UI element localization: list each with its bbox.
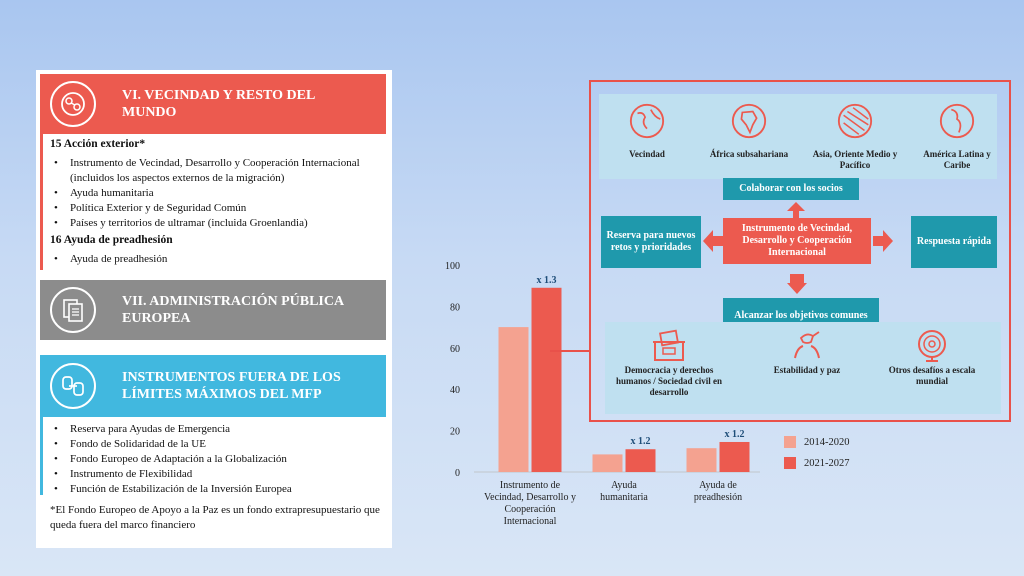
globe-icon: [629, 103, 665, 139]
legend-item: 2021-2027: [784, 457, 850, 469]
heading-fuera-mfp: INSTRUMENTOS FUERA DE LOS LÍMITES MÁXIMO…: [40, 355, 386, 417]
list-item: Instrumento de Vecindad, Desarrollo y Co…: [52, 156, 382, 186]
heading-vecindad-title: VI. VECINDAD Y RESTO DEL MUNDO: [122, 88, 315, 120]
list-item: Política Exterior y de Seguridad Común: [52, 201, 382, 216]
multiplier-label: x 1.2: [631, 436, 651, 447]
bar: [625, 449, 656, 472]
bar: [531, 287, 562, 472]
category-label: Cooperación: [504, 504, 555, 515]
asia-globe-icon: [837, 103, 873, 139]
legend-swatch: [784, 457, 796, 469]
preadhesion-heading: 16 Ayuda de preadhesión: [50, 234, 173, 246]
goal-label: Democracia y derechos humanos / Sociedad…: [615, 365, 723, 397]
bar: [686, 448, 717, 472]
arrow-down-icon: [787, 274, 807, 294]
list-item: Fondo de Solidaridad de la UE: [52, 437, 382, 452]
list-item: Reserva para Ayudas de Emergencia: [52, 422, 382, 437]
y-tick-label: 80: [450, 302, 460, 313]
accion-exterior-heading: 15 Acción exterior*: [50, 138, 146, 150]
y-tick-label: 20: [450, 427, 460, 438]
arrow-left-icon: [703, 230, 723, 252]
colaborar-box: Colaborar con los socios: [723, 178, 859, 200]
bar: [498, 327, 529, 472]
heading-fuera-mfp-title: INSTRUMENTOS FUERA DE LOS LÍMITES MÁXIMO…: [122, 370, 341, 402]
bar: [592, 454, 623, 472]
legend-item: 2014-2020: [784, 436, 850, 448]
maze-globe-icon: [918, 330, 946, 362]
fuera-mfp-list: Reserva para Ayudas de Emergencia Fondo …: [52, 422, 382, 497]
budget-headings-panel: VI. VECINDAD Y RESTO DEL MUNDO 15 Acción…: [36, 70, 392, 548]
region-label: Asia, Oriente Medio y Pacífico: [812, 149, 898, 170]
footnote: *El Fondo Europeo de Apoyo a la Paz es u…: [50, 504, 380, 531]
chain-icon: [50, 363, 96, 409]
blue-accent-line: [40, 417, 43, 495]
regions-box: Vecindad África subsahariana Asia, Orien…: [599, 94, 997, 179]
y-tick-label: 100: [445, 261, 460, 272]
goal-label: Estabilidad y paz: [773, 365, 841, 375]
goal-desafios: Otros desafíos a escala mundial: [877, 328, 987, 387]
connector-line: [550, 350, 590, 352]
y-tick-label: 40: [450, 385, 460, 396]
list-item: Ayuda humanitaria: [52, 186, 382, 201]
category-label: Internacional: [504, 516, 557, 527]
heading-administracion: VII. ADMINISTRACIÓN PÚBLICA EUROPEA: [40, 280, 386, 340]
region-label: América Latina y Caribe: [923, 149, 991, 170]
goal-label: Otros desafíos a escala mundial: [888, 365, 976, 386]
america-globe-icon: [939, 103, 975, 139]
category-label: Ayuda de: [699, 480, 737, 491]
region-asia: Asia, Oriente Medio y Pacífico: [809, 102, 901, 171]
y-tick-label: 0: [455, 468, 460, 479]
goal-democracia: Democracia y derechos humanos / Sociedad…: [609, 328, 729, 398]
funding-bar-chart: 0 20 40 60 80 100 x 1.3 Instrumento deVecindad,…: [445, 261, 760, 527]
legend-swatch: [784, 436, 796, 448]
category-label: Ayuda: [611, 480, 637, 491]
goal-estabilidad: Estabilidad y paz: [757, 328, 857, 376]
list-item: Función de Estabilización de la Inversió…: [52, 482, 382, 497]
heading-vecindad: VI. VECINDAD Y RESTO DEL MUNDO: [40, 74, 386, 134]
africa-globe-icon: [731, 103, 767, 139]
reserva-box: Reserva para nuevos retos y prioridades: [601, 216, 701, 268]
region-label: Vecindad: [629, 149, 665, 159]
bar: [719, 441, 750, 472]
chart-legend: 2014-2020 2021-2027: [784, 436, 850, 478]
region-label: África subsahariana: [709, 149, 789, 159]
preadhesion-list: Ayuda de preadhesión: [52, 252, 382, 267]
y-tick-label: 60: [450, 344, 460, 355]
ballot-box-icon: [653, 329, 685, 361]
respuesta-box: Respuesta rápida: [911, 216, 997, 268]
region-vecindad: Vecindad: [607, 102, 687, 160]
multiplier-label: x 1.3: [537, 275, 557, 286]
documents-icon: [50, 287, 96, 333]
red-accent-line: [40, 134, 43, 270]
category-label: Instrumento de: [500, 480, 561, 491]
world-network-icon: [50, 81, 96, 127]
legend-label: 2014-2020: [804, 436, 850, 448]
list-item: Países y territorios de ultramar (inclui…: [52, 216, 382, 231]
category-label: preadhesión: [694, 492, 742, 503]
category-label: humanitaria: [600, 492, 648, 503]
multiplier-label: x 1.2: [725, 429, 745, 440]
list-item: Instrumento de Flexibilidad: [52, 467, 382, 482]
arrow-right-icon: [873, 230, 893, 252]
category-label: Vecindad, Desarrollo y: [484, 492, 576, 503]
region-africa: África subsahariana: [707, 102, 791, 160]
list-item: Ayuda de preadhesión: [52, 252, 382, 267]
accion-exterior-list: Instrumento de Vecindad, Desarrollo y Co…: [52, 156, 382, 231]
instrument-center-box: Instrumento de Vecindad, Desarrollo y Co…: [723, 218, 871, 264]
region-america: América Latina y Caribe: [917, 102, 997, 171]
legend-label: 2021-2027: [804, 457, 850, 469]
heading-administracion-title: VII. ADMINISTRACIÓN PÚBLICA EUROPEA: [122, 294, 344, 326]
dove-hands-icon: [794, 331, 820, 359]
goals-box: Democracia y derechos humanos / Sociedad…: [605, 322, 1001, 414]
instrument-diagram: Vecindad África subsahariana Asia, Orien…: [589, 80, 1011, 422]
arrow-up-icon: [787, 202, 805, 218]
list-item: Fondo Europeo de Adaptación a la Globali…: [52, 452, 382, 467]
